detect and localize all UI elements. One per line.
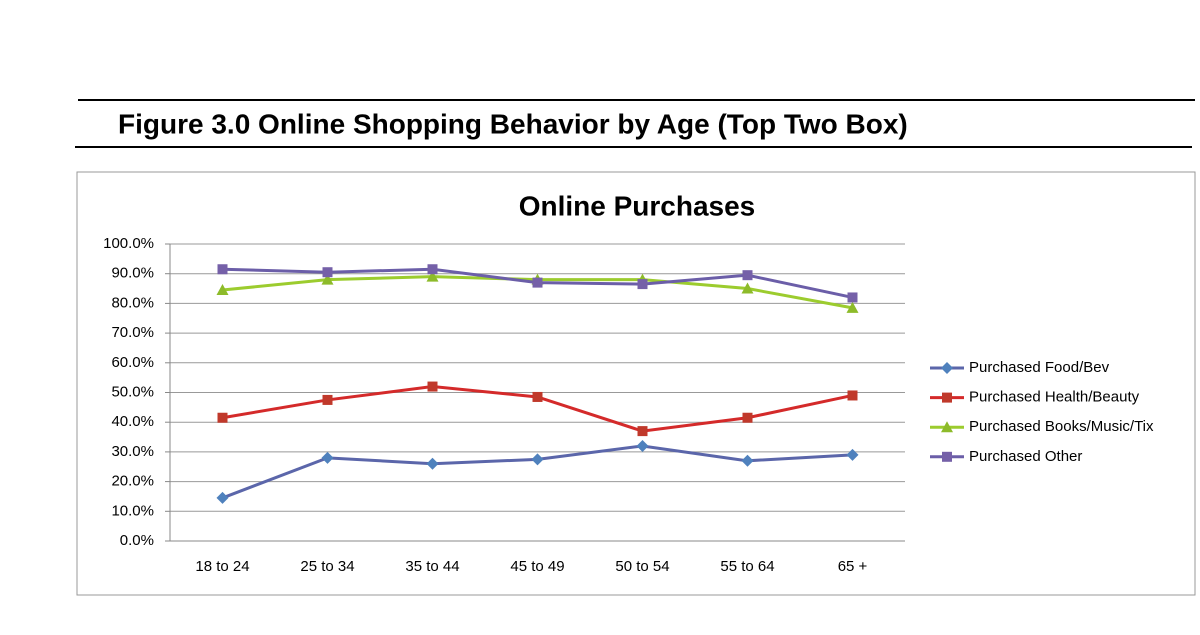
y-tick-label: 70.0% [111,324,154,341]
x-tick-label: 25 to 34 [300,558,354,575]
y-tick-label: 80.0% [111,294,154,311]
marker [426,457,439,470]
y-tick-label: 90.0% [111,265,154,282]
marker [846,448,859,461]
marker [321,451,334,464]
marker [426,270,439,282]
y-tick-label: 50.0% [111,383,154,400]
y-tick-label: 100.0% [103,235,154,252]
legend-label: Purchased Health/Beauty [969,389,1140,406]
x-tick-label: 45 to 49 [510,558,564,575]
y-tick-label: 30.0% [111,443,154,460]
marker [216,284,229,296]
x-tick-label: 55 to 64 [720,558,774,575]
x-tick-label: 65 + [838,558,868,575]
marker [322,394,333,405]
legend-label: Purchased Other [969,448,1082,465]
y-tick-label: 60.0% [111,354,154,371]
marker [742,270,753,281]
marker [217,264,228,275]
marker [847,390,858,401]
y-tick-label: 20.0% [111,473,154,490]
legend-label: Purchased Books/Music/Tix [969,418,1154,435]
marker [216,491,229,504]
marker [637,279,648,290]
marker [532,277,543,288]
marker [942,392,952,403]
marker [531,453,544,466]
y-tick-label: 0.0% [120,532,154,549]
legend-label: Purchased Food/Bev [969,359,1110,376]
marker [742,412,753,423]
marker [741,282,754,294]
y-tick-label: 40.0% [111,413,154,430]
x-tick-label: 18 to 24 [195,558,249,575]
marker [942,451,952,462]
y-tick-label: 10.0% [111,502,154,519]
marker [532,391,543,402]
marker [941,421,953,433]
marker [846,301,859,313]
x-tick-label: 50 to 54 [615,558,669,575]
marker [636,439,649,452]
chart-frame [76,171,1196,596]
chart-title: Online Purchases [519,190,756,221]
x-tick-label: 35 to 44 [405,558,459,575]
marker [741,454,754,467]
marker [427,264,438,275]
marker [847,292,858,303]
marker [427,381,438,392]
marker [637,426,648,437]
marker [322,267,333,278]
figure-title: Figure 3.0 Online Shopping Behavior by A… [118,108,908,139]
marker [941,362,953,374]
marker [217,412,228,423]
marker [321,273,334,285]
